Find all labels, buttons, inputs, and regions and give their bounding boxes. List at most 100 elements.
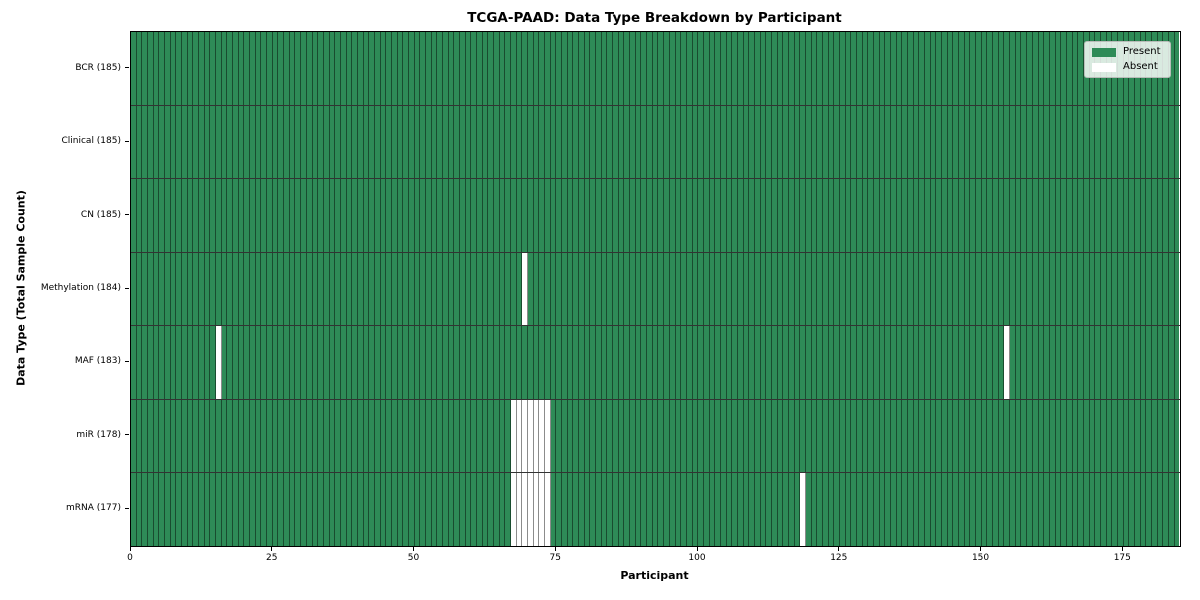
- heatmap-cell: [800, 179, 806, 252]
- heatmap-cell: [851, 252, 857, 326]
- heatmap-cell: [414, 252, 421, 326]
- heatmap-cell: [488, 326, 494, 399]
- heatmap-cell: [346, 252, 353, 326]
- heatmap-cell: [647, 179, 653, 252]
- heatmap-cell: [1174, 252, 1180, 326]
- heatmap-cell: [204, 105, 211, 179]
- heatmap-cell: [187, 473, 194, 547]
- heatmap-cell: [891, 326, 897, 399]
- heatmap-cell: [227, 473, 234, 547]
- heatmap-cell: [193, 252, 200, 326]
- heatmap-cell: [1072, 179, 1079, 252]
- heatmap-cell: [1083, 105, 1090, 179]
- heatmap-cell: [1168, 473, 1175, 547]
- heatmap-cell: [607, 252, 614, 326]
- heatmap-cell: [216, 326, 222, 399]
- heatmap-cell: [686, 326, 693, 399]
- heatmap-cell: [862, 32, 869, 105]
- heatmap-cell: [681, 32, 687, 105]
- heatmap-cell: [749, 399, 755, 473]
- heatmap-cell: [783, 399, 789, 473]
- heatmap-cell: [374, 473, 381, 547]
- heatmap-cell: [1163, 179, 1169, 252]
- heatmap-cell: [1061, 32, 1067, 105]
- heatmap-cell: [601, 179, 608, 252]
- heatmap-cell: [539, 473, 546, 547]
- heatmap-cell: [397, 252, 404, 326]
- heatmap-cell: [522, 399, 529, 473]
- heatmap-cell: [267, 326, 273, 399]
- heatmap-cell: [562, 399, 568, 473]
- heatmap-cell: [692, 252, 699, 326]
- heatmap-cell: [641, 252, 648, 326]
- heatmap-cell: [567, 473, 574, 547]
- heatmap-cell: [800, 326, 806, 399]
- heatmap-cell: [522, 252, 529, 326]
- heatmap-cell: [828, 399, 835, 473]
- heatmap-cell: [272, 473, 279, 547]
- heatmap-cell: [267, 473, 273, 547]
- heatmap-cell: [136, 179, 143, 252]
- heatmap-cell: [250, 399, 256, 473]
- heatmap-cell: [454, 399, 460, 473]
- heatmap-cell: [1100, 326, 1107, 399]
- heatmap-cell: [1078, 473, 1084, 547]
- heatmap-cell: [499, 252, 506, 326]
- heatmap-row-mir: [131, 399, 1180, 474]
- heatmap-cell: [879, 179, 886, 252]
- heatmap-cell: [760, 252, 767, 326]
- heatmap-cell: [516, 326, 523, 399]
- heatmap-cell: [142, 105, 149, 179]
- heatmap-cell: [306, 179, 313, 252]
- heatmap-cell: [868, 399, 875, 473]
- heatmap-cell: [624, 252, 631, 326]
- heatmap-cell: [148, 252, 154, 326]
- heatmap-row-cn: [131, 179, 1180, 253]
- heatmap-cell: [250, 252, 256, 326]
- heatmap-cell: [323, 32, 330, 105]
- heatmap-cell: [340, 473, 347, 547]
- heatmap-cell: [624, 326, 631, 399]
- heatmap-cell: [641, 105, 648, 179]
- heatmap-cell: [272, 179, 279, 252]
- heatmap-cell: [465, 252, 472, 326]
- heatmap-cell: [448, 252, 455, 326]
- heatmap-cell: [545, 252, 551, 326]
- heatmap-cell: [159, 252, 166, 326]
- heatmap-cell: [732, 252, 738, 326]
- heatmap-cell: [703, 326, 710, 399]
- heatmap-cell: [238, 473, 245, 547]
- heatmap-cell: [437, 32, 443, 105]
- heatmap-cell: [352, 179, 358, 252]
- heatmap-cell: [221, 326, 228, 399]
- heatmap-cell: [709, 473, 716, 547]
- heatmap-cell: [1117, 326, 1124, 399]
- heatmap-cell: [1089, 473, 1096, 547]
- heatmap-cell: [528, 179, 534, 252]
- heatmap-cell: [1140, 473, 1147, 547]
- x-axis-label: Participant: [620, 569, 689, 582]
- heatmap-cell: [579, 179, 585, 252]
- heatmap-cell: [590, 32, 597, 105]
- heatmap-cell: [488, 179, 494, 252]
- heatmap-cell: [340, 326, 347, 399]
- heatmap-cell: [454, 473, 460, 547]
- heatmap-cell: [1117, 473, 1124, 547]
- heatmap-cell: [976, 179, 982, 252]
- heatmap-cell: [1044, 326, 1050, 399]
- heatmap-cell: [511, 399, 517, 473]
- heatmap-cell: [715, 399, 721, 473]
- heatmap-cell: [839, 399, 846, 473]
- heatmap-cell: [357, 473, 364, 547]
- heatmap-cell: [227, 105, 234, 179]
- heatmap-cell: [159, 32, 166, 105]
- heatmap-cell: [425, 105, 432, 179]
- heatmap-cell: [414, 179, 421, 252]
- heatmap-cell: [176, 179, 183, 252]
- heatmap-cell: [959, 473, 965, 547]
- heatmap-cell: [652, 32, 659, 105]
- heatmap-cell: [386, 32, 392, 105]
- heatmap-cell: [238, 326, 245, 399]
- heatmap-cell: [754, 32, 761, 105]
- heatmap-cell: [1021, 326, 1028, 399]
